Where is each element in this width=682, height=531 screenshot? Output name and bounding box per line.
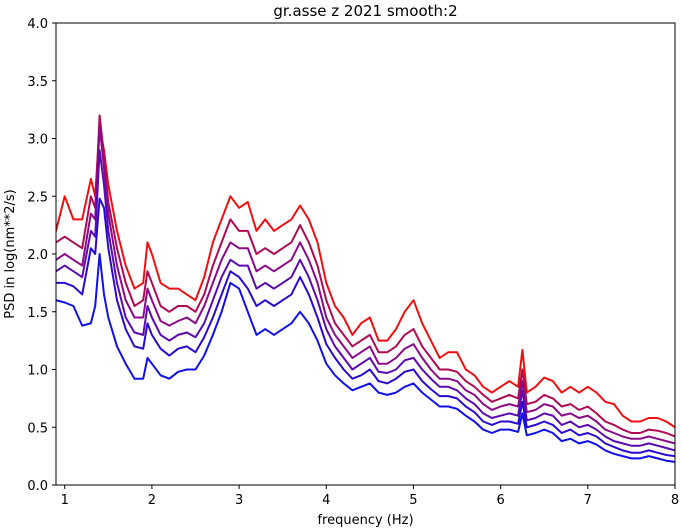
x-tick-label: 4 [322,493,330,508]
x-tick-label: 2 [148,493,156,508]
y-axis-label: PSD in log(nm**2/s) [3,189,18,319]
series-layer [56,114,675,463]
y-tick-label: 1.5 [27,306,48,321]
x-tick-label: 6 [496,493,504,508]
y-tick-label: 2.5 [27,190,48,205]
y-tick-label: 1.0 [27,364,48,379]
x-tick-label: 5 [409,493,417,508]
x-tick-label: 1 [61,493,69,508]
x-axis: 1 2 3 4 5 6 7 8 [61,485,679,508]
y-tick-label: 0.5 [27,421,48,436]
series-line-4 [56,149,675,452]
y-tick-label: 0.0 [27,479,48,494]
chart-title: gr.asse z 2021 smooth:2 [273,2,457,20]
x-tick-label: 3 [235,493,243,508]
series-line-3 [56,125,675,445]
x-tick-label: 8 [671,493,679,508]
y-tick-label: 3.5 [27,75,48,90]
y-tick-label: 2.0 [27,248,48,263]
series-line-6 [56,253,675,463]
series-line-2 [56,114,675,438]
y-tick-label: 4.0 [27,17,48,32]
y-tick-label: 3.0 [27,133,48,148]
x-axis-label: frequency (Hz) [317,513,413,528]
y-axis: 0.0 0.5 1.0 1.5 2.0 2.5 3.0 3.5 4.0 [27,17,56,494]
series-line-1 [56,125,675,429]
x-tick-label: 7 [584,493,592,508]
series-line-5 [56,197,675,458]
plot-frame [55,22,676,486]
